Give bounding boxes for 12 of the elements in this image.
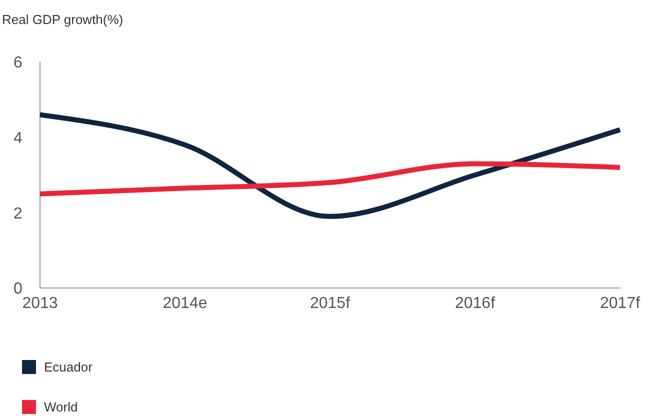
x-tick-label: 2014e (162, 295, 208, 312)
x-tick-label: 2016f (454, 295, 496, 312)
y-tick-label: 0 (14, 280, 23, 298)
legend-label: World (44, 400, 78, 415)
y-tick-label: 6 (14, 54, 23, 72)
y-tick-label: 2 (14, 205, 23, 222)
x-tick-label: 2013 (22, 295, 58, 312)
chart-title: Real GDP growth(%) (2, 12, 124, 27)
x-tick-label: 2015f (310, 295, 351, 312)
x-tick-label: 2017f (600, 295, 641, 312)
legend-label: Ecuador (44, 360, 94, 375)
y-tick-label: 4 (14, 130, 23, 147)
